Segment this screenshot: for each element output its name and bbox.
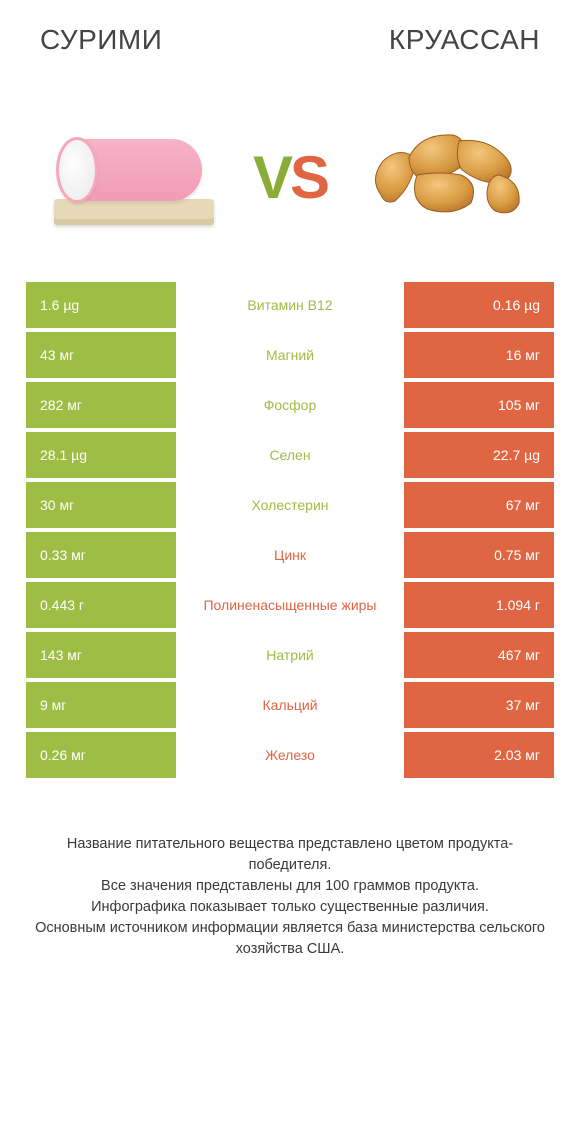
nutrient-label: Цинк	[176, 532, 404, 578]
footer-note: Название питательного вещества представл…	[0, 782, 580, 960]
footer-line: Инфографика показывает только существенн…	[28, 897, 552, 918]
table-row: 43 мгМагний16 мг	[26, 332, 554, 378]
footer-line: Основным источником информации является …	[28, 918, 552, 960]
nutrient-label: Полиненасыщенные жиры	[176, 582, 404, 628]
footer-line: Название питательного вещества представл…	[28, 834, 552, 876]
value-left: 43 мг	[26, 332, 176, 378]
value-right: 0.75 мг	[404, 532, 554, 578]
table-row: 30 мгХолестерин67 мг	[26, 482, 554, 528]
table-row: 28.1 µgСелен22.7 µg	[26, 432, 554, 478]
value-left: 0.26 мг	[26, 732, 176, 778]
vs-s: S	[290, 144, 327, 211]
table-row: 143 мгНатрий467 мг	[26, 632, 554, 678]
table-row: 1.6 µgВитамин B120.16 µg	[26, 282, 554, 328]
value-right: 37 мг	[404, 682, 554, 728]
value-right: 467 мг	[404, 632, 554, 678]
value-left: 28.1 µg	[26, 432, 176, 478]
nutrient-label: Витамин B12	[176, 282, 404, 328]
titles-row: СУРИМИ КРУАССАН	[0, 0, 580, 64]
nutrient-label: Холестерин	[176, 482, 404, 528]
vs-label: VS	[253, 143, 327, 212]
value-right: 0.16 µg	[404, 282, 554, 328]
value-right: 105 мг	[404, 382, 554, 428]
table-row: 0.33 мгЦинк0.75 мг	[26, 532, 554, 578]
value-right: 16 мг	[404, 332, 554, 378]
surimi-image	[39, 112, 229, 242]
table-row: 0.26 мгЖелезо2.03 мг	[26, 732, 554, 778]
value-right: 2.03 мг	[404, 732, 554, 778]
value-left: 9 мг	[26, 682, 176, 728]
value-left: 30 мг	[26, 482, 176, 528]
value-left: 1.6 µg	[26, 282, 176, 328]
value-left: 143 мг	[26, 632, 176, 678]
nutrient-label: Фосфор	[176, 382, 404, 428]
hero-row: VS	[0, 64, 580, 282]
value-right: 67 мг	[404, 482, 554, 528]
nutrient-label: Кальций	[176, 682, 404, 728]
nutrient-label: Магний	[176, 332, 404, 378]
table-row: 9 мгКальций37 мг	[26, 682, 554, 728]
table-row: 0.443 гПолиненасыщенные жиры1.094 г	[26, 582, 554, 628]
value-right: 22.7 µg	[404, 432, 554, 478]
footer-line: Все значения представлены для 100 граммо…	[28, 876, 552, 897]
nutrient-label: Натрий	[176, 632, 404, 678]
croissant-image	[351, 112, 541, 242]
value-right: 1.094 г	[404, 582, 554, 628]
title-right: КРУАССАН	[389, 24, 540, 56]
value-left: 0.443 г	[26, 582, 176, 628]
table-row: 282 мгФосфор105 мг	[26, 382, 554, 428]
nutrient-label: Железо	[176, 732, 404, 778]
value-left: 0.33 мг	[26, 532, 176, 578]
value-left: 282 мг	[26, 382, 176, 428]
vs-v: V	[253, 144, 290, 211]
comparison-table: 1.6 µgВитамин B120.16 µg43 мгМагний16 мг…	[0, 282, 580, 778]
nutrient-label: Селен	[176, 432, 404, 478]
title-left: СУРИМИ	[40, 24, 162, 56]
